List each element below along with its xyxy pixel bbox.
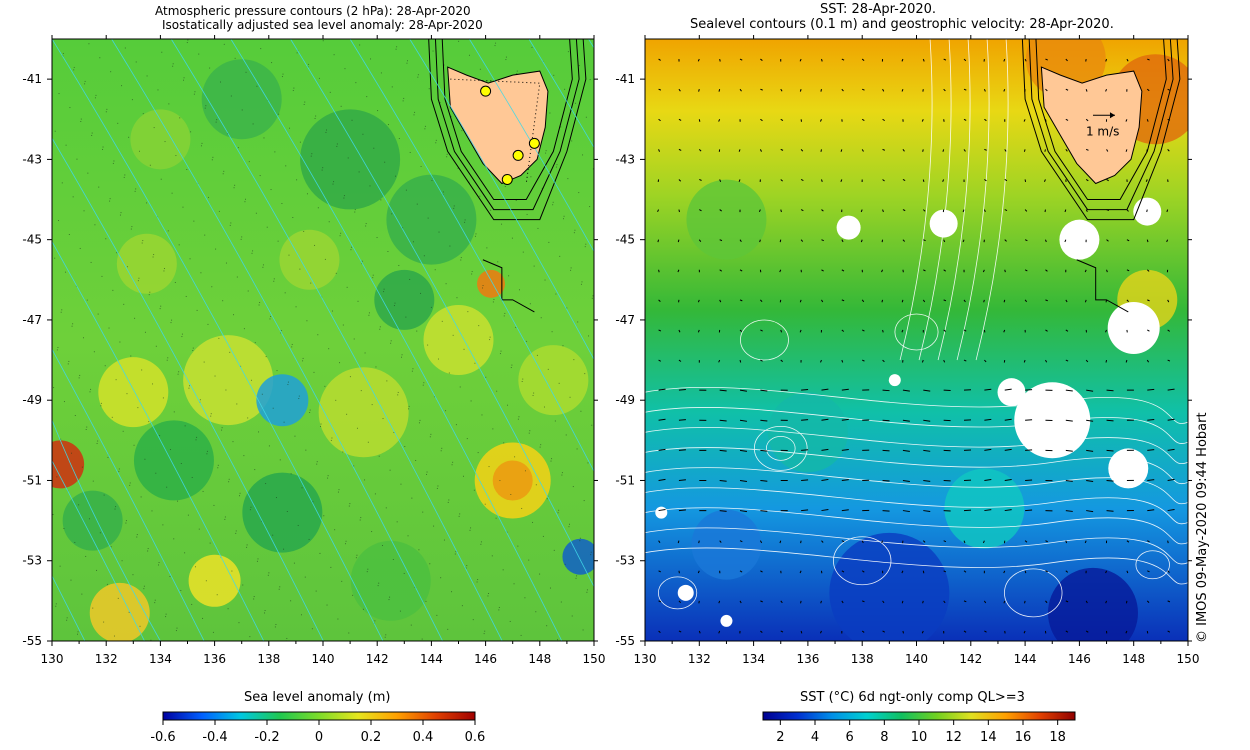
lon-tick-label: 134: [149, 652, 172, 666]
left-stipple: [52, 39, 594, 641]
lat-tick-label: -51: [615, 473, 635, 487]
lon-tick-label: 138: [851, 652, 874, 666]
tasmania-land: [1040, 66, 1143, 185]
right-field: [645, 39, 1188, 641]
lon-tick-label: 146: [1068, 652, 1091, 666]
lon-tick-label: 134: [742, 652, 765, 666]
right-colorbar-label: SST (°C) 6d ngt-only comp QL>=3: [800, 690, 1025, 705]
left-title-line2: Isostatically adjusted sea level anomaly…: [162, 18, 483, 32]
left-colorbar-label: Sea level anomaly (m): [244, 690, 391, 705]
lat-tick-label: -53: [615, 554, 635, 568]
lon-tick-label: 148: [1122, 652, 1145, 666]
lon-tick-label: 146: [474, 652, 497, 666]
lon-tick-label: 140: [312, 652, 335, 666]
lat-tick-label: -49: [615, 393, 635, 407]
lon-tick-label: 138: [257, 652, 280, 666]
tide-gauge-marker: [501, 173, 513, 185]
lat-tick-label: -43: [615, 152, 635, 166]
lon-tick-label: 130: [41, 652, 64, 666]
lat-tick-label: -49: [22, 393, 42, 407]
left-title-line1: Atmospheric pressure contours (2 hPa): 2…: [155, 4, 471, 18]
lon-tick-label: 132: [688, 652, 711, 666]
left-field: [52, 39, 594, 641]
right-axes: 130 132 134 136 138 140 142 144 146 148 150 -41 -43 -…: [615, 35, 1199, 666]
lon-tick-label: 144: [1014, 652, 1037, 666]
lat-tick-label: -47: [615, 313, 635, 327]
right-title-line1: SST: 28-Apr-2020.: [820, 2, 937, 17]
left-contours: [52, 39, 594, 641]
lat-tick-label: -55: [22, 634, 42, 648]
lat-tick-label: -53: [22, 554, 42, 568]
lon-tick-label: 150: [583, 652, 606, 666]
right-cloud-gaps: [655, 197, 1162, 627]
geostrophic-velocity-arrows: [657, 58, 1175, 634]
lon-tick-label: 144: [420, 652, 443, 666]
lat-tick-label: -55: [615, 634, 635, 648]
lon-tick-label: 140: [905, 652, 928, 666]
lat-tick-label: -45: [615, 233, 635, 247]
tide-gauge-marker: [528, 137, 540, 149]
velocity-scale-label: 1 m/s: [1086, 124, 1119, 138]
lon-tick-label: 132: [95, 652, 118, 666]
tide-gauge-marker: [512, 149, 524, 161]
lat-tick-label: -45: [22, 233, 42, 247]
credit-text: © IMOS 09-May-2020 09:44 Hobart: [1195, 412, 1210, 643]
tide-gauge-marker: [480, 85, 492, 97]
lon-tick-label: 130: [634, 652, 657, 666]
lat-tick-label: -47: [22, 313, 42, 327]
lon-tick-label: 136: [203, 652, 226, 666]
lon-tick-label: 142: [959, 652, 982, 666]
lat-tick-label: -41: [22, 72, 42, 86]
lon-tick-label: 136: [796, 652, 819, 666]
lat-tick-label: -51: [22, 473, 42, 487]
right-title-line2: Sealevel contours (0.1 m) and geostrophi…: [690, 17, 1114, 32]
lat-tick-label: -43: [22, 152, 42, 166]
left-axes: 130 132 134 136 138 140 142 144 146 148 150 -41 -43 -…: [22, 35, 605, 666]
lon-tick-label: 142: [366, 652, 389, 666]
right-contours: [645, 39, 1188, 618]
lon-tick-label: 148: [528, 652, 551, 666]
lon-tick-label: 150: [1177, 652, 1200, 666]
lat-tick-label: -41: [615, 72, 635, 86]
